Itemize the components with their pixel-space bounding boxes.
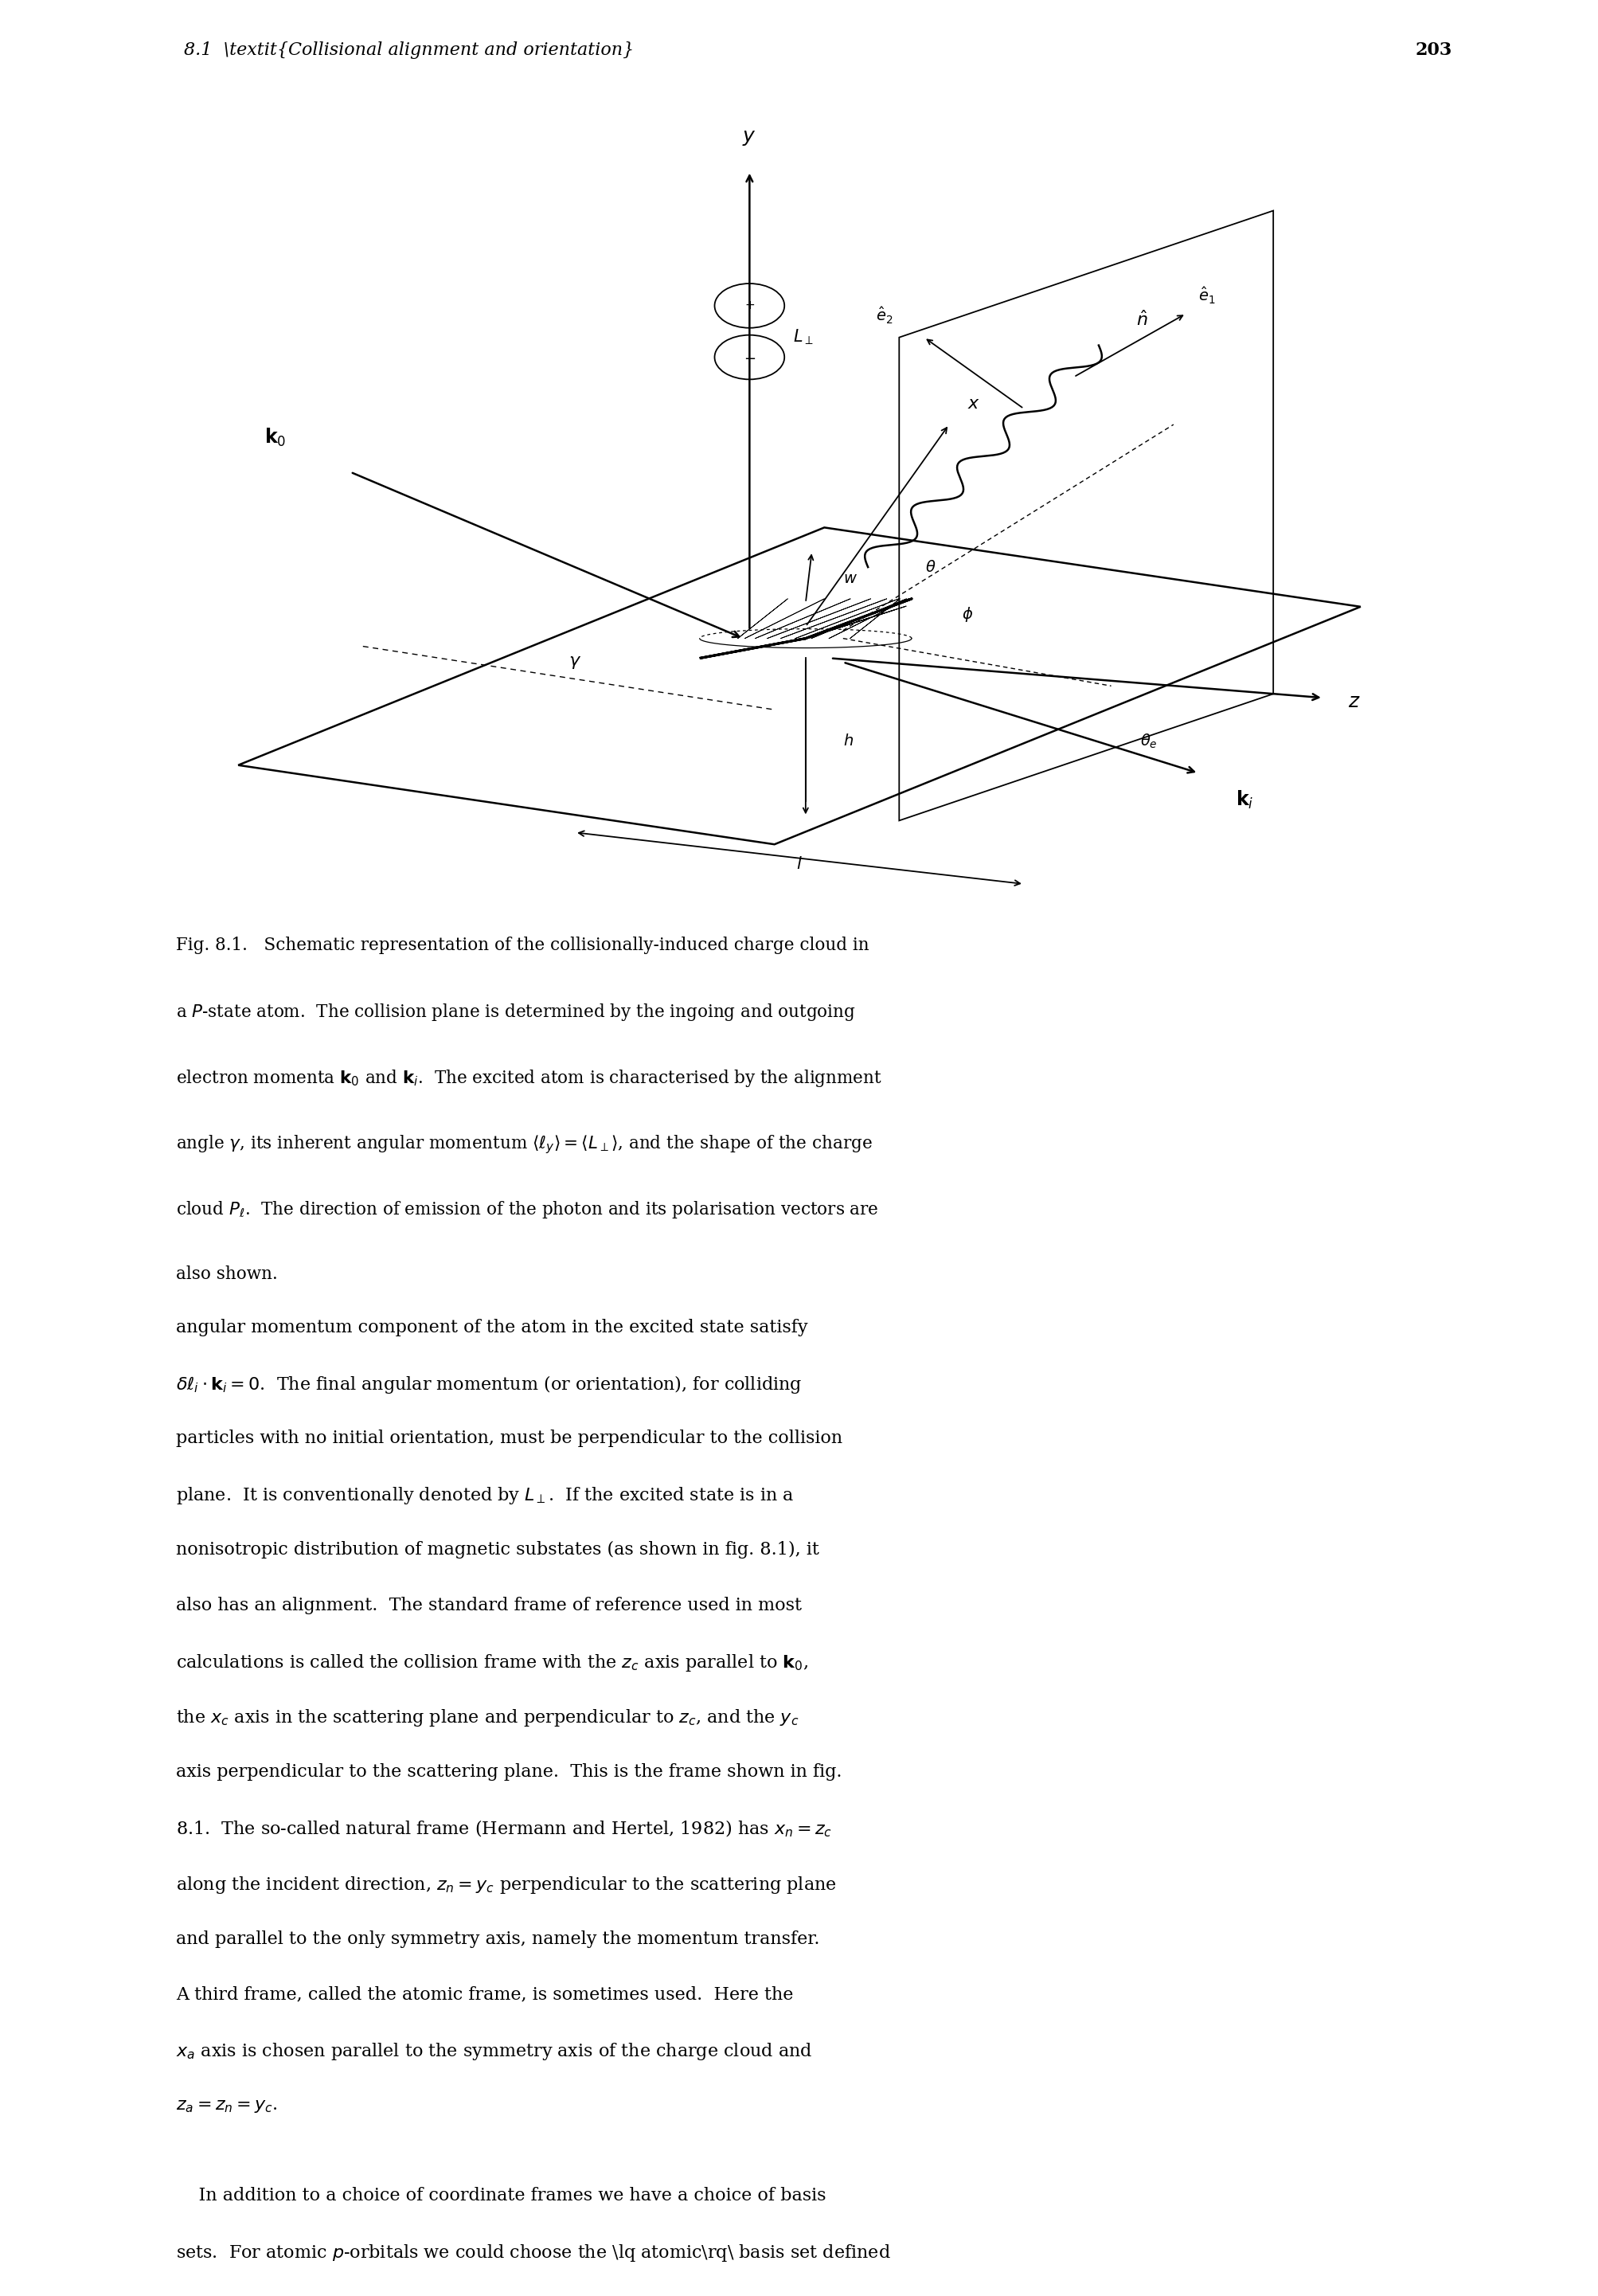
Text: $\mathbf{k}_i$: $\mathbf{k}_i$: [1235, 790, 1253, 810]
Text: angular momentum component of the atom in the excited state satisfy: angular momentum component of the atom i…: [176, 1318, 807, 1336]
Text: angle $\gamma$, its inherent angular momentum $\langle \ell_y \rangle = \langle : angle $\gamma$, its inherent angular mom…: [176, 1134, 873, 1155]
Text: $\gamma$: $\gamma$: [569, 654, 582, 670]
Text: along the incident direction, $z_n = y_c$ perpendicular to the scattering plane: along the incident direction, $z_n = y_c…: [176, 1874, 836, 1896]
Text: $z_a = z_n = y_c$.: $z_a = z_n = y_c$.: [176, 2096, 278, 2115]
Text: $l$: $l$: [796, 856, 802, 872]
Text: particles with no initial orientation, must be perpendicular to the collision: particles with no initial orientation, m…: [176, 1430, 842, 1446]
Text: plane.  It is conventionally denoted by $L_\perp$.  If the excited state is in a: plane. It is conventionally denoted by $…: [176, 1486, 794, 1506]
Text: $-$: $-$: [743, 349, 756, 365]
Text: $\hat{e}_1$: $\hat{e}_1$: [1198, 285, 1214, 305]
Text: electron momenta $\mathbf{k}_0$ and $\mathbf{k}_i$.  The excited atom is charact: electron momenta $\mathbf{k}_0$ and $\ma…: [176, 1068, 882, 1088]
Text: $\mathbf{k}_0$: $\mathbf{k}_0$: [265, 427, 286, 448]
Text: the $x_c$ axis in the scattering plane and perpendicular to $z_c$, and the $y_c$: the $x_c$ axis in the scattering plane a…: [176, 1708, 799, 1729]
Text: A third frame, called the atomic frame, is sometimes used.  Here the: A third frame, called the atomic frame, …: [176, 1986, 793, 2004]
Text: $\phi$: $\phi$: [962, 606, 973, 625]
Text: calculations is called the collision frame with the $z_c$ axis parallel to $\mat: calculations is called the collision fra…: [176, 1653, 807, 1674]
Text: axis perpendicular to the scattering plane.  This is the frame shown in fig.: axis perpendicular to the scattering pla…: [176, 1763, 842, 1782]
Text: $\hat{n}$: $\hat{n}$: [1136, 310, 1147, 331]
Text: a $P$-state atom.  The collision plane is determined by the ingoing and outgoing: a $P$-state atom. The collision plane is…: [176, 1001, 855, 1022]
Text: $\hat{e}_2$: $\hat{e}_2$: [876, 305, 893, 326]
Text: 8.1.  The so-called natural frame (Hermann and Hertel, 1982) has $x_n = z_c$: 8.1. The so-called natural frame (Herman…: [176, 1818, 831, 1839]
Text: 203: 203: [1414, 41, 1451, 60]
Text: $x$: $x$: [967, 395, 980, 413]
Text: $z$: $z$: [1347, 693, 1360, 712]
Text: Fig. 8.1.   Schematic representation of the collisionally-induced charge cloud i: Fig. 8.1. Schematic representation of th…: [176, 937, 869, 953]
Text: $x_a$ axis is chosen parallel to the symmetry axis of the charge cloud and: $x_a$ axis is chosen parallel to the sym…: [176, 2041, 812, 2062]
Text: $\theta_e$: $\theta_e$: [1139, 732, 1157, 751]
Text: $+$: $+$: [745, 301, 754, 312]
Text: cloud $P_\ell$.  The direction of emission of the photon and its polarisation ve: cloud $P_\ell$. The direction of emissio…: [176, 1199, 879, 1219]
Text: In addition to a choice of coordinate frames we have a choice of basis: In addition to a choice of coordinate fr…: [176, 2186, 826, 2204]
Text: also shown.: also shown.: [176, 1265, 278, 1283]
Text: $\theta$: $\theta$: [925, 560, 935, 574]
Text: also has an alignment.  The standard frame of reference used in most: also has an alignment. The standard fram…: [176, 1596, 801, 1614]
Text: $L_\perp$: $L_\perp$: [793, 328, 813, 347]
Text: $y$: $y$: [741, 129, 756, 147]
Text: sets.  For atomic $p$-orbitals we could choose the \lq atomic\rq\ basis set defi: sets. For atomic $p$-orbitals we could c…: [176, 2243, 890, 2264]
Text: 8.1  \textit{Collisional alignment and orientation}: 8.1 \textit{Collisional alignment and or…: [184, 41, 633, 60]
Text: nonisotropic distribution of magnetic substates (as shown in fig. 8.1), it: nonisotropic distribution of magnetic su…: [176, 1541, 818, 1559]
Text: $\delta\ell_i \cdot \mathbf{k}_i = 0$.  The final angular momentum (or orientati: $\delta\ell_i \cdot \mathbf{k}_i = 0$. T…: [176, 1373, 802, 1396]
Text: and parallel to the only symmetry axis, namely the momentum transfer.: and parallel to the only symmetry axis, …: [176, 1931, 820, 1947]
Text: $h$: $h$: [842, 735, 853, 748]
Text: $w$: $w$: [842, 572, 857, 585]
